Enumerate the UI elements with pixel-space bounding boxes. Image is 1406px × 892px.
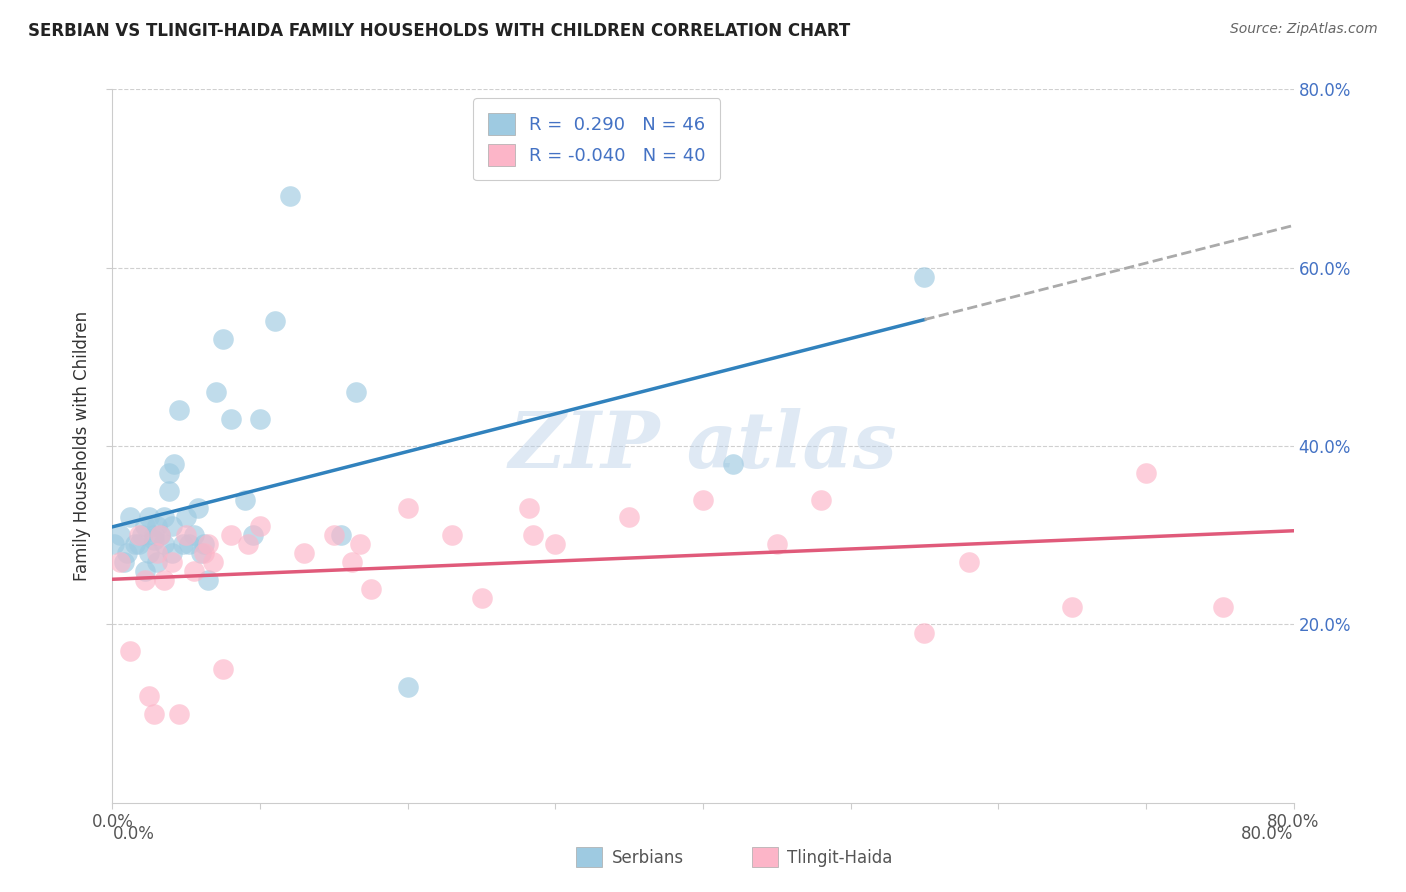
- Point: [544, 537, 567, 551]
- Point: [134, 573, 156, 587]
- Point: [517, 501, 540, 516]
- Point: [179, 537, 201, 551]
- Point: [112, 555, 135, 569]
- Point: [619, 510, 641, 524]
- Point: [193, 546, 215, 560]
- Point: [157, 483, 180, 498]
- Point: [172, 537, 194, 551]
- Point: [396, 680, 419, 694]
- Point: [349, 537, 371, 551]
- Point: [721, 457, 744, 471]
- Point: [219, 528, 242, 542]
- Point: [138, 510, 160, 524]
- Point: [108, 555, 131, 569]
- Text: Tlingit-Haida: Tlingit-Haida: [787, 849, 893, 867]
- Point: [249, 412, 271, 426]
- Point: [187, 501, 209, 516]
- Point: [138, 689, 160, 703]
- Point: [149, 528, 172, 542]
- Point: [128, 528, 150, 542]
- Point: [219, 412, 242, 426]
- Point: [278, 189, 301, 203]
- Point: [766, 537, 789, 551]
- Text: ZIP atlas: ZIP atlas: [509, 408, 897, 484]
- Point: [264, 314, 287, 328]
- Point: [197, 573, 219, 587]
- Point: [153, 573, 176, 587]
- Text: SERBIAN VS TLINGIT-HAIDA FAMILY HOUSEHOLDS WITH CHILDREN CORRELATION CHART: SERBIAN VS TLINGIT-HAIDA FAMILY HOUSEHOL…: [28, 22, 851, 40]
- Point: [1135, 466, 1157, 480]
- Text: Serbians: Serbians: [612, 849, 683, 867]
- Point: [292, 546, 315, 560]
- Point: [124, 537, 146, 551]
- Point: [160, 519, 183, 533]
- Point: [212, 332, 235, 346]
- Point: [914, 626, 936, 640]
- Point: [149, 528, 172, 542]
- Point: [142, 706, 165, 721]
- Point: [157, 466, 180, 480]
- Point: [205, 385, 228, 400]
- Point: [340, 555, 363, 569]
- Point: [174, 528, 197, 542]
- Point: [323, 528, 346, 542]
- Point: [344, 385, 367, 400]
- Point: [197, 537, 219, 551]
- Y-axis label: Family Households with Children: Family Households with Children: [73, 311, 91, 581]
- Point: [138, 546, 160, 560]
- Point: [146, 546, 169, 560]
- Point: [153, 510, 176, 524]
- Point: [167, 403, 190, 417]
- Point: [914, 269, 936, 284]
- Point: [238, 537, 260, 551]
- Point: [131, 528, 153, 542]
- Text: 80.0%: 80.0%: [1241, 825, 1294, 843]
- Point: [201, 555, 224, 569]
- Point: [522, 528, 544, 542]
- Point: [134, 519, 156, 533]
- Point: [153, 537, 176, 551]
- Point: [163, 457, 186, 471]
- Point: [1212, 599, 1234, 614]
- Point: [146, 555, 169, 569]
- Point: [957, 555, 980, 569]
- Point: [330, 528, 353, 542]
- Text: 0.0%: 0.0%: [112, 825, 155, 843]
- Point: [142, 528, 165, 542]
- Point: [146, 519, 169, 533]
- Point: [120, 644, 142, 658]
- Point: [360, 582, 382, 596]
- Point: [183, 564, 205, 578]
- Point: [108, 528, 131, 542]
- Point: [212, 662, 235, 676]
- Point: [233, 492, 256, 507]
- Point: [810, 492, 832, 507]
- Point: [160, 546, 183, 560]
- Point: [1062, 599, 1084, 614]
- Point: [120, 510, 142, 524]
- Point: [167, 706, 190, 721]
- Point: [128, 537, 150, 551]
- Point: [441, 528, 464, 542]
- Point: [142, 533, 165, 547]
- Point: [103, 537, 125, 551]
- Point: [193, 537, 215, 551]
- Point: [249, 519, 271, 533]
- Point: [470, 591, 494, 605]
- Point: [396, 501, 419, 516]
- Point: [183, 528, 205, 542]
- Point: [692, 492, 714, 507]
- Legend: R =  0.290   N = 46, R = -0.040   N = 40: R = 0.290 N = 46, R = -0.040 N = 40: [474, 98, 720, 180]
- Point: [174, 510, 197, 524]
- Text: Source: ZipAtlas.com: Source: ZipAtlas.com: [1230, 22, 1378, 37]
- Point: [117, 546, 138, 560]
- Point: [190, 546, 212, 560]
- Point: [134, 564, 156, 578]
- Point: [160, 555, 183, 569]
- Point: [242, 528, 264, 542]
